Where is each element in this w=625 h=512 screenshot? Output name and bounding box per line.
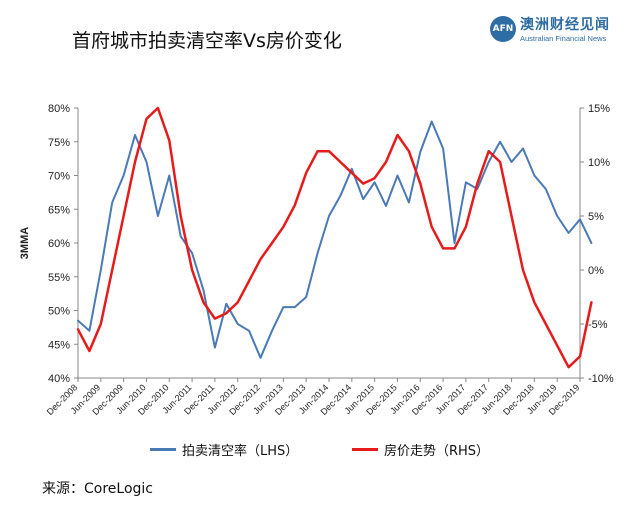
legend-label-rhs: 房价走势（RHS）	[384, 444, 490, 459]
afn-logo-icon: AFN	[490, 16, 516, 42]
right-tick-label: 15%	[588, 103, 610, 115]
right-tick-label: -5%	[588, 319, 608, 331]
brand-logo: AFN 澳洲财经见闻 Australian Financial News	[490, 14, 620, 50]
left-tick-label: 55%	[48, 272, 70, 284]
source-note: 来源：CoreLogic	[42, 481, 153, 497]
left-tick-label: 80%	[48, 103, 70, 115]
line-chart: 40% 45% 50% 55% 60% 65% 70% 75% 80% -10% -5% 0% 5% 10…	[19, 103, 614, 417]
legend-item-rhs: 房价走势（RHS）	[352, 440, 489, 459]
left-tick-label: 75%	[48, 137, 70, 149]
left-tick-label: 60%	[48, 238, 70, 250]
legend-label-lhs: 拍卖清空率（LHS）	[182, 444, 299, 459]
right-tick-label: 5%	[588, 211, 604, 223]
series-line-lhs	[77, 120, 593, 359]
left-tick-label: 70%	[48, 171, 70, 183]
left-tick-label: 65%	[48, 204, 70, 216]
chart-title: 首府城市拍卖清空率Vs房价变化	[72, 30, 342, 52]
legend-swatch-lhs	[150, 448, 176, 451]
left-tick-label: 40%	[48, 373, 70, 385]
legend-item-lhs: 拍卖清空率（LHS）	[150, 440, 298, 459]
y-axis-label: 3MMA	[19, 227, 31, 259]
right-tick-label: 0%	[588, 265, 604, 277]
left-tick-label: 50%	[48, 306, 70, 318]
logo-name: 澳洲财经见闻	[520, 17, 610, 33]
left-tick-label: 45%	[48, 339, 70, 351]
logo-subtitle: Australian Financial News	[520, 34, 607, 43]
right-tick-label: 10%	[588, 157, 610, 169]
series-line-rhs	[76, 106, 593, 369]
legend-swatch-rhs	[352, 448, 378, 451]
right-tick-label: -10%	[588, 373, 614, 385]
